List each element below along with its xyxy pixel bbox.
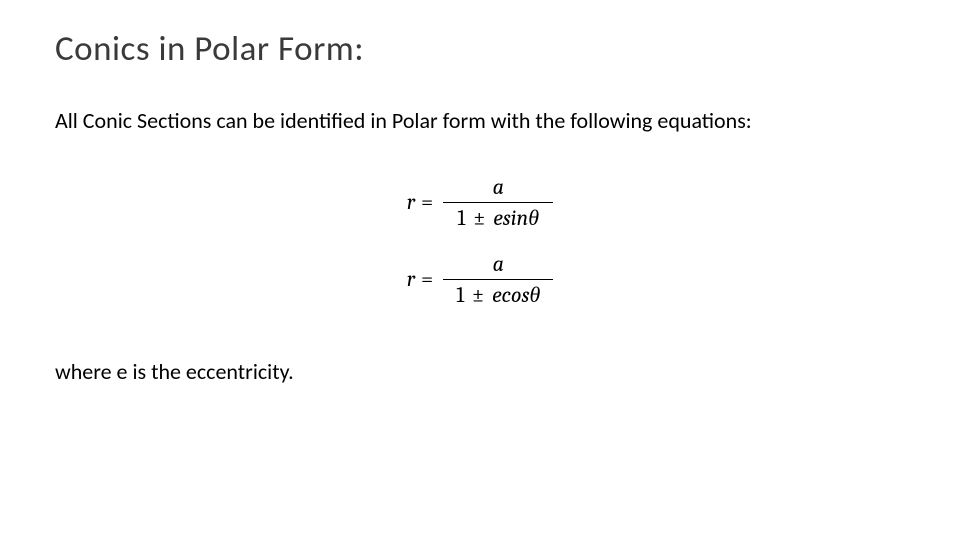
equation-cos: r = a 1 ± ecosθ	[407, 251, 553, 308]
eq1-denom-e: e	[493, 205, 502, 231]
closing-paragraph: where e is the eccentricity.	[55, 358, 905, 385]
eq2-denom-one: 1	[456, 282, 464, 308]
eq2-denom-pm: ±	[469, 282, 487, 308]
slide-title: Conics in Polar Form:	[55, 28, 905, 70]
eq2-equals: =	[421, 266, 433, 292]
eq2-lhs: r	[407, 266, 415, 292]
eq1-denom-one: 1	[457, 205, 465, 231]
eq1-denom-theta: θ	[528, 205, 539, 231]
eq2-denom-theta: θ	[529, 282, 540, 308]
eq1-denominator: 1 ± esinθ	[449, 203, 547, 231]
eq1-fraction: a 1 ± esinθ	[443, 174, 553, 231]
equations-block: r = a 1 ± esinθ r = a 1 ±	[55, 164, 905, 318]
eq1-lhs: r	[407, 189, 415, 215]
eq1-denom-pm: ±	[470, 205, 488, 231]
eq1-numerator: a	[485, 174, 512, 202]
eq1-denom-func: sin	[503, 205, 528, 231]
eq2-denom-func: cos	[502, 282, 530, 308]
intro-paragraph: All Conic Sections can be identified in …	[55, 106, 905, 136]
eq2-denom-e: e	[492, 282, 501, 308]
eq1-equals: =	[421, 189, 433, 215]
eq2-fraction: a 1 ± ecosθ	[443, 251, 553, 308]
eq2-numerator: a	[485, 251, 512, 279]
eq2-denominator: 1 ± ecosθ	[448, 280, 548, 308]
equation-sin: r = a 1 ± esinθ	[407, 174, 553, 231]
